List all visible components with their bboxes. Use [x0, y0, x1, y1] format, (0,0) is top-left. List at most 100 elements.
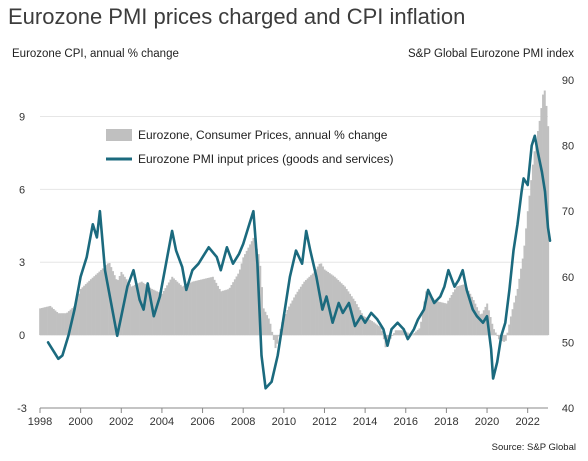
x-tick-label: 2022 [515, 416, 539, 428]
cpi-bar [201, 279, 204, 336]
cpi-bar [64, 313, 67, 336]
cpi-bar [349, 293, 352, 336]
cpi-bar [454, 289, 457, 336]
x-tick-label: 1998 [28, 416, 52, 428]
cpi-bar [262, 308, 265, 336]
cpi-bar [533, 151, 536, 336]
cpi-bar [511, 309, 514, 336]
cpi-bar [506, 332, 509, 336]
cpi-bar [106, 263, 109, 336]
cpi-bar [79, 288, 82, 336]
cpi-bar [213, 279, 216, 336]
cpi-bar [306, 278, 309, 336]
cpi-bar [216, 285, 219, 336]
cpi-bar [445, 303, 448, 336]
cpi-bar [264, 311, 267, 336]
cpi-bar [528, 195, 531, 336]
cpi-bar [174, 280, 177, 336]
cpi-bar [520, 268, 523, 336]
legend: Eurozone, Consumer Prices, annual % chan… [106, 128, 393, 166]
cpi-bar [531, 164, 534, 336]
cpi-bar [406, 332, 409, 336]
x-tick-label: 2016 [394, 416, 418, 428]
cpi-bar [237, 273, 240, 336]
right-axis-title: S&P Global Eurozone PMI index [408, 48, 574, 60]
cpi-bar [200, 279, 203, 336]
cpi-bar [84, 284, 87, 336]
cpi-bar [40, 307, 43, 336]
cpi-bar [467, 290, 470, 336]
cpi-bar [477, 310, 480, 336]
cpi-bar [162, 290, 165, 336]
cpi-bar [249, 244, 252, 336]
cpi-bar [432, 297, 434, 336]
cpi-bar [433, 299, 436, 336]
cpi-bar [443, 303, 446, 336]
cpi-bar [401, 330, 404, 336]
cpi-bar [291, 300, 294, 336]
cpi-bar [421, 311, 424, 336]
cpi-bar [89, 279, 92, 336]
cpi-bar [172, 278, 175, 336]
cpi-bar [492, 329, 495, 336]
cpi-bar [469, 293, 472, 336]
cpi-bar [98, 271, 101, 336]
cpi-bar [359, 310, 362, 336]
cpi-bar [113, 275, 116, 336]
cpi-bar [111, 271, 114, 336]
cpi-bar [230, 284, 233, 336]
cpi-bar [52, 308, 55, 336]
left-tick-label: 0 [19, 330, 25, 342]
cpi-bar [74, 303, 77, 336]
x-tick-label: 2014 [353, 416, 377, 428]
cpi-bar [105, 265, 108, 336]
cpi-bar [206, 278, 209, 336]
cpi-bar [127, 281, 130, 336]
x-tick-label: 2008 [231, 416, 255, 428]
cpi-bar [313, 271, 316, 336]
cpi-bar [479, 314, 482, 336]
cpi-bar [418, 328, 421, 336]
cpi-bar [191, 281, 194, 336]
cpi-bar [288, 306, 291, 336]
cpi-bar [347, 291, 350, 336]
cpi-bar [139, 282, 142, 336]
cpi-bar [196, 280, 199, 336]
cpi-bar [66, 312, 69, 336]
cpi-bar [130, 286, 133, 336]
cpi-bar [430, 296, 433, 336]
cpi-bar [49, 305, 52, 336]
cpi-bar [298, 289, 301, 336]
cpi-bar [164, 288, 167, 336]
cpi-bar [88, 280, 91, 336]
cpi-bar [333, 276, 336, 336]
cpi-bar [181, 286, 184, 336]
cpi-bar [437, 301, 440, 336]
cpi-bar [413, 332, 416, 336]
cpi-bar [56, 312, 59, 336]
legend-label-cpi: Eurozone, Consumer Prices, annual % chan… [138, 128, 388, 142]
cpi-bar [514, 295, 517, 336]
cpi-bar [426, 292, 429, 336]
left-axis-title: Eurozone CPI, annual % change [12, 48, 179, 60]
cpi-bar [240, 263, 243, 336]
cpi-bar [536, 131, 539, 336]
cpi-bar [374, 323, 377, 336]
cpi-bar [293, 297, 296, 336]
cpi-bar [271, 331, 274, 336]
cpi-bar [198, 280, 201, 336]
cpi-bar [39, 308, 42, 336]
cpi-bar [310, 275, 313, 336]
right-tick-label: 90 [562, 75, 574, 87]
cpi-bar [96, 273, 99, 336]
cpi-bar [474, 303, 477, 336]
left-tick-label: 6 [19, 184, 25, 196]
cpi-bar [67, 311, 70, 336]
cpi-bar [394, 330, 397, 336]
cpi-bar [78, 293, 81, 336]
cpi-bar [423, 301, 426, 336]
cpi-bar [435, 301, 438, 336]
cpi-bar [45, 306, 48, 336]
cpi-bar [503, 335, 506, 342]
